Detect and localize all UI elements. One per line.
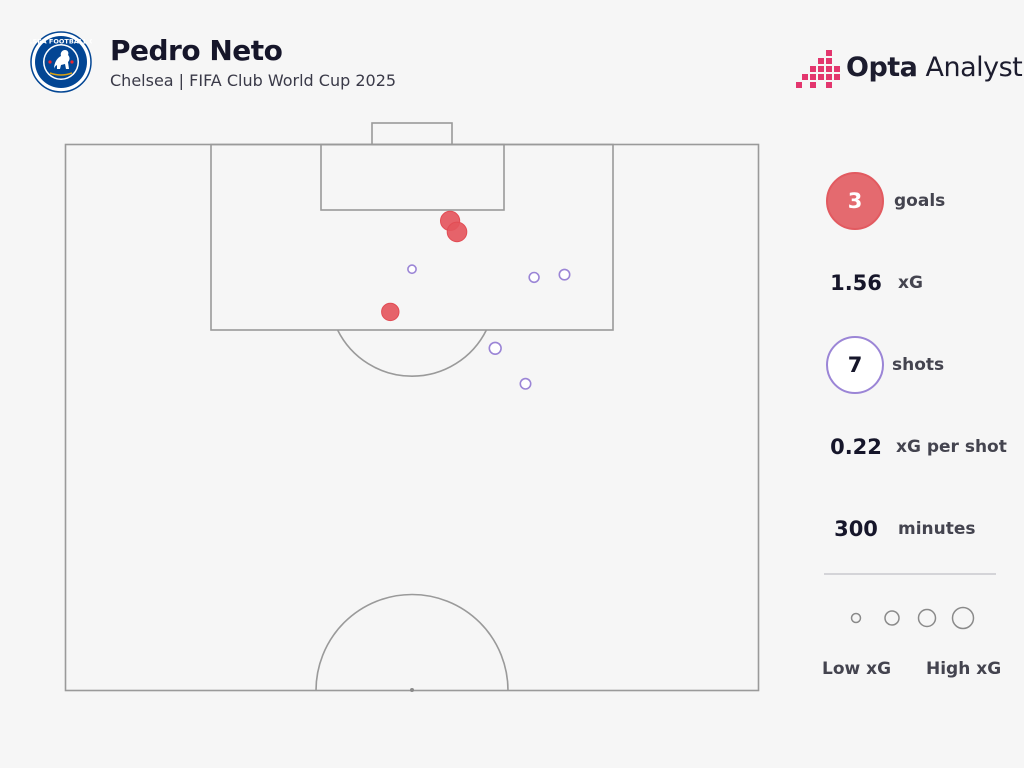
legend-circle-s bbox=[884, 610, 900, 626]
goals-value: 3 bbox=[847, 189, 863, 213]
legend-low-label: Low xG bbox=[822, 659, 892, 679]
crest-text: CHELSEA FOOTBALL CLUB bbox=[30, 38, 92, 46]
stat-xg-per-shot: 0.22 xG per shot bbox=[826, 417, 1007, 477]
shot-marker-6 bbox=[558, 268, 571, 281]
legend-divider bbox=[824, 573, 996, 575]
shots-badge: 7 bbox=[826, 336, 884, 394]
minutes-value: 300 bbox=[834, 517, 878, 541]
penalty-box bbox=[210, 143, 614, 331]
xg-per-shot-value: 0.22 bbox=[830, 435, 882, 459]
shot-marker-4 bbox=[407, 264, 417, 275]
minutes-label: minutes bbox=[898, 519, 976, 539]
brand-light: Analyst bbox=[917, 52, 1023, 83]
pitch-half-outline bbox=[64, 143, 760, 692]
legend-circle-xs bbox=[850, 612, 862, 624]
shots-label: shots bbox=[892, 355, 945, 375]
xg-per-shot-label: xG per shot bbox=[896, 437, 1007, 457]
team-crest-icon: CHELSEA FOOTBALL CLUB bbox=[30, 31, 92, 93]
center-circle bbox=[315, 593, 509, 691]
legend-high-label: High xG bbox=[926, 659, 1002, 679]
goals-badge: 3 bbox=[826, 172, 884, 230]
opta-analyst-logo-icon bbox=[796, 50, 840, 88]
legend-circle-l bbox=[951, 606, 975, 630]
stat-xg: 1.56 xG bbox=[826, 253, 923, 313]
six-yard-box bbox=[320, 143, 505, 211]
legend-circle-m bbox=[917, 608, 937, 628]
player-name: Pedro Neto bbox=[110, 34, 283, 67]
goal-marker-3 bbox=[381, 302, 400, 322]
xg-label: xG bbox=[898, 273, 923, 293]
stat-goals: 3 goals bbox=[826, 171, 945, 231]
xg-size-legend bbox=[850, 606, 975, 630]
stat-minutes: 300 minutes bbox=[826, 499, 976, 559]
penalty-arc bbox=[336, 329, 488, 377]
brand-bold: Opta bbox=[846, 52, 918, 83]
shots-value: 7 bbox=[847, 353, 863, 377]
stat-shots: 7 shots bbox=[826, 335, 944, 395]
shot-marker-5 bbox=[528, 271, 540, 284]
goal-marker-2 bbox=[446, 221, 468, 243]
goals-label: goals bbox=[894, 191, 946, 211]
brand-name: Opta Analyst bbox=[846, 52, 1023, 83]
shot-marker-8 bbox=[519, 377, 532, 390]
center-spot bbox=[410, 688, 414, 692]
xg-value: 1.56 bbox=[830, 271, 882, 295]
chart-subtitle: Chelsea | FIFA Club World Cup 2025 bbox=[110, 71, 397, 90]
goal bbox=[371, 122, 453, 146]
shot-marker-7 bbox=[488, 341, 502, 355]
